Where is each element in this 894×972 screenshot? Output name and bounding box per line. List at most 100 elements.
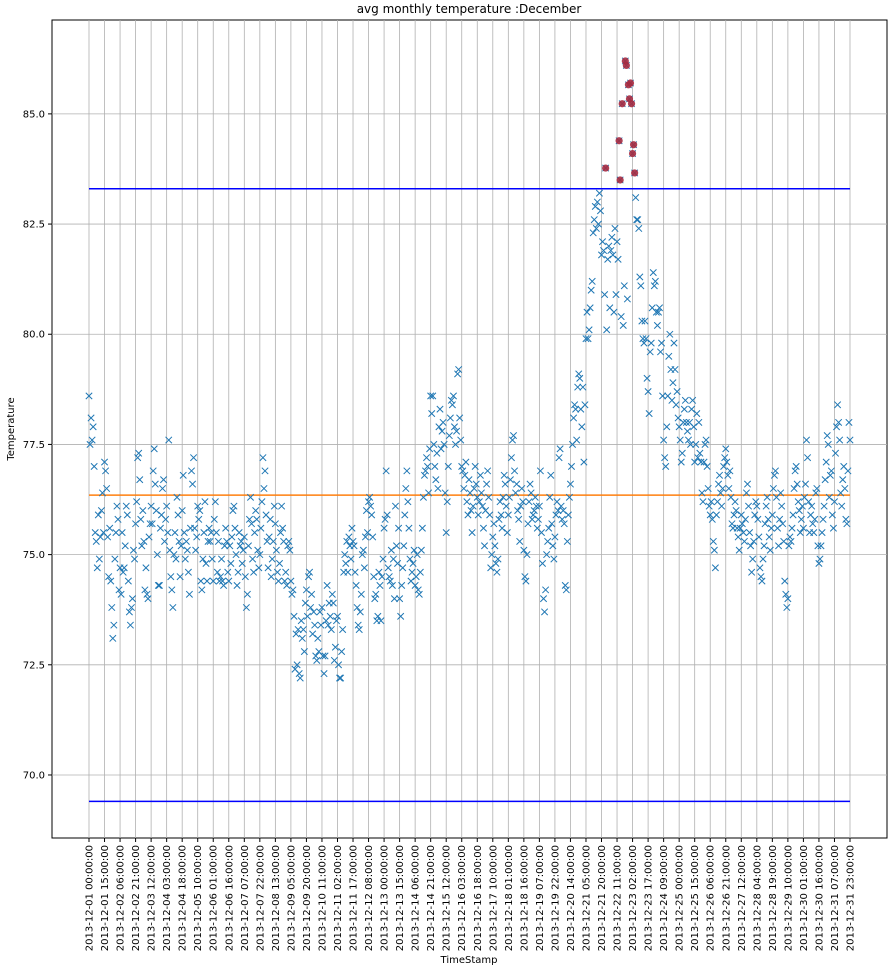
data-point — [514, 506, 522, 515]
data-point — [347, 555, 355, 563]
data-point — [106, 524, 114, 532]
data-point — [699, 498, 707, 506]
data-point — [319, 652, 327, 660]
data-point — [449, 392, 458, 400]
data-point — [398, 581, 406, 590]
data-point — [805, 498, 813, 506]
data-point — [85, 392, 93, 400]
data-point — [808, 502, 816, 510]
data-point — [582, 335, 590, 343]
data-point — [114, 515, 122, 523]
data-point — [760, 542, 768, 550]
chart-title: avg monthly temperature :December — [357, 2, 582, 16]
data-point — [832, 423, 841, 431]
data-point — [191, 524, 199, 532]
data-point — [518, 484, 526, 493]
data-point — [418, 524, 426, 532]
data-point — [115, 586, 123, 594]
data-point — [655, 304, 664, 312]
data-point — [309, 630, 317, 638]
data-point — [434, 484, 442, 493]
data-point — [543, 551, 551, 559]
data-point — [227, 559, 235, 567]
data-point — [91, 529, 99, 537]
data-point — [752, 498, 760, 506]
data-point — [102, 467, 110, 475]
data-point — [385, 573, 393, 581]
data-point — [405, 524, 413, 532]
data-point — [275, 559, 284, 567]
data-point — [483, 480, 491, 488]
data-point — [267, 573, 275, 581]
x-tick-label: 2013-12-07 07:00:00 — [240, 845, 251, 951]
data-point — [824, 440, 832, 448]
data-point — [436, 405, 444, 413]
x-tick-label: 2013-12-12 08:00:00 — [364, 845, 375, 951]
data-point — [290, 612, 298, 620]
data-point — [652, 308, 660, 316]
data-point — [443, 498, 451, 506]
data-point — [589, 229, 597, 237]
data-point — [517, 502, 525, 510]
data-point — [414, 586, 422, 594]
data-point — [653, 321, 661, 329]
data-point — [320, 670, 328, 678]
data-point — [223, 537, 231, 545]
data-point — [503, 529, 511, 537]
data-point — [779, 520, 787, 528]
data-point — [254, 546, 262, 554]
data-point — [574, 383, 582, 391]
data-point — [155, 581, 163, 590]
x-tick-label: 2013-12-09 05:00:00 — [286, 845, 297, 951]
data-point — [754, 515, 762, 523]
data-point — [121, 542, 129, 550]
data-point — [431, 462, 439, 471]
data-point — [811, 515, 819, 523]
data-point — [271, 520, 279, 528]
data-point — [241, 573, 249, 581]
data-point — [274, 577, 283, 585]
data-point — [427, 392, 435, 400]
data-point — [595, 189, 603, 197]
data-point — [585, 326, 593, 334]
data-point — [118, 529, 126, 537]
data-point — [646, 348, 654, 356]
data-point — [156, 524, 164, 532]
data-point — [830, 498, 839, 506]
data-point — [725, 484, 733, 493]
data-point — [148, 520, 156, 528]
data-point — [814, 542, 822, 550]
data-point — [529, 511, 537, 519]
data-point — [707, 498, 715, 506]
data-point — [219, 577, 227, 585]
data-point — [329, 599, 337, 607]
data-point — [339, 625, 347, 634]
data-point — [584, 335, 592, 343]
data-point — [444, 462, 452, 471]
data-point — [775, 542, 783, 550]
data-point — [793, 480, 801, 488]
x-tick-label: 2013-12-21 20:00:00 — [597, 845, 608, 951]
data-point — [477, 489, 485, 497]
x-tick-label: 2013-12-17 10:00:00 — [488, 845, 499, 951]
data-point — [464, 511, 472, 519]
data-point — [376, 581, 384, 590]
data-point — [324, 621, 332, 629]
data-point — [608, 233, 616, 241]
data-point — [226, 542, 234, 550]
data-point — [822, 458, 830, 466]
x-tick-label: 2013-12-10 11:00:00 — [317, 845, 328, 951]
data-point — [222, 524, 230, 532]
data-point — [644, 387, 652, 396]
data-point — [201, 498, 209, 506]
data-point — [185, 590, 193, 598]
data-point — [659, 392, 667, 400]
data-point — [264, 564, 272, 572]
data-point — [230, 502, 238, 510]
data-point — [580, 458, 588, 466]
data-point — [623, 295, 631, 303]
data-point — [416, 568, 424, 576]
data-point — [475, 498, 483, 506]
data-point — [605, 242, 613, 250]
x-tick-label: 2013-12-18 16:00:00 — [519, 845, 530, 951]
